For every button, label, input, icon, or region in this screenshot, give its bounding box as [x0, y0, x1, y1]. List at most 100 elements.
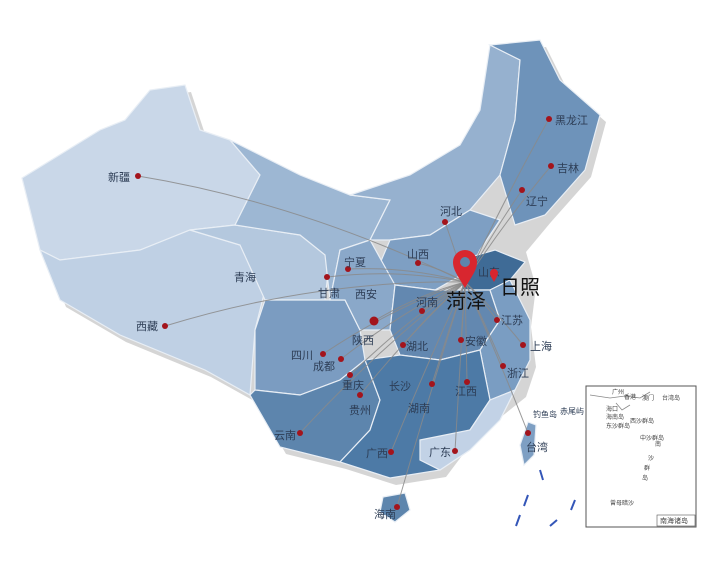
province-label: 成都 [313, 360, 335, 373]
province-label: 青海 [234, 270, 256, 284]
province-label: 重庆 [342, 378, 364, 392]
origin-marker[interactable]: 菏泽 日照 [446, 250, 540, 313]
province-label: 湖北 [406, 340, 428, 353]
province-label: 山西 [407, 248, 429, 261]
province-dot[interactable] [135, 173, 141, 179]
route-line [402, 281, 466, 346]
province-dot[interactable] [548, 163, 554, 169]
province-label: 贵州 [349, 404, 371, 417]
province-dot[interactable] [419, 308, 425, 314]
province-dot[interactable] [400, 342, 406, 348]
inset-title: 南海诸岛 [660, 516, 688, 525]
inset-label: 曾母暗沙 [610, 499, 634, 507]
map-pin-icon [453, 250, 477, 288]
province-label: 江苏 [501, 314, 523, 327]
route-line [373, 281, 466, 322]
inset-label: 群 [644, 464, 650, 472]
route-line [340, 281, 466, 360]
province-dot[interactable] [519, 187, 525, 193]
route-line [396, 281, 466, 508]
island-label: 赤尾屿 [560, 407, 584, 416]
province-dot[interactable] [429, 381, 435, 387]
inset-label: 海口 [606, 405, 618, 413]
inset-label: 澳门 [642, 394, 654, 402]
province-dot[interactable] [324, 274, 330, 280]
province-dot[interactable] [494, 317, 500, 323]
province-label: 宁夏 [344, 255, 366, 269]
inset-label: 海南岛 [606, 413, 624, 421]
province-dot[interactable] [162, 323, 168, 329]
province-dot[interactable] [520, 342, 526, 348]
province-label: 新疆 [108, 170, 130, 184]
inset-label: 中沙群岛 [640, 434, 664, 442]
province-dot[interactable] [458, 337, 464, 343]
province-label: 河南 [416, 296, 438, 309]
route-line [464, 281, 468, 383]
route-line [390, 281, 466, 453]
province-label: 上海 [530, 339, 552, 353]
inset-label: 西沙群岛 [630, 417, 654, 425]
province-label: 河北 [440, 205, 462, 218]
inset-label: 沙 [648, 455, 654, 462]
route-line [349, 281, 466, 376]
province-dot[interactable] [442, 219, 448, 225]
province-dot[interactable] [464, 379, 470, 385]
province-dot[interactable] [320, 351, 326, 357]
province-dot[interactable] [338, 356, 344, 362]
province-dot[interactable] [297, 430, 303, 436]
province-label: 甘肃 [318, 287, 340, 300]
province-dots [135, 116, 554, 510]
route-line [164, 281, 466, 327]
origin-label: 菏泽 [446, 289, 486, 313]
pin-hole [460, 257, 470, 267]
province-label: 广西 [366, 447, 388, 460]
islands: 钓鱼岛 赤尾屿 [533, 407, 584, 419]
region-taiwan [519, 421, 537, 467]
province-label: 广东 [429, 446, 451, 459]
province-dot[interactable] [388, 449, 394, 455]
province-dot[interactable] [452, 448, 458, 454]
province-label: 西藏 [136, 320, 158, 333]
map-pin-icon-small [490, 269, 498, 282]
province-dot[interactable] [347, 372, 353, 378]
province-label: 云南 [274, 429, 296, 442]
province-label: 辽宁 [526, 194, 548, 208]
province-dot[interactable] [394, 504, 400, 510]
inset-label: 台湾岛 [662, 394, 680, 402]
route-lines [137, 118, 552, 508]
route-line [464, 281, 529, 434]
region-guangdong [419, 388, 517, 471]
route-line [464, 281, 524, 346]
region-shaanxi [329, 239, 396, 331]
route-line [347, 268, 466, 283]
inset-label: 南 [655, 440, 661, 448]
route-line [299, 281, 466, 434]
province-label: 长沙 [389, 380, 411, 393]
route-line [322, 281, 466, 355]
highlight-label: 日照 [500, 275, 540, 299]
province-label: 湖南 [408, 402, 430, 415]
province-dot[interactable] [357, 392, 363, 398]
inset-label: 广州 [612, 388, 624, 396]
inset-label: 岛 [642, 474, 648, 482]
island-label: 钓鱼岛 [533, 409, 557, 419]
province-label: 吉林 [557, 161, 579, 175]
province-dot[interactable] [415, 260, 421, 266]
province-dot[interactable] [525, 430, 531, 436]
province-dot[interactable] [345, 266, 351, 272]
region-northeast [487, 39, 601, 226]
province-label: 台湾 [526, 440, 548, 454]
province-dot[interactable] [369, 316, 379, 326]
inset-label: 东沙群岛 [606, 422, 630, 430]
country-body [21, 39, 601, 523]
province-label: 四川 [291, 349, 313, 362]
province-label: 陕西 [352, 333, 374, 347]
province-label: 安徽 [465, 334, 487, 348]
sea-border-dashes [515, 469, 576, 527]
inset-label: 香港 [624, 393, 636, 401]
province-dot[interactable] [546, 116, 552, 122]
province-dot[interactable] [500, 363, 506, 369]
